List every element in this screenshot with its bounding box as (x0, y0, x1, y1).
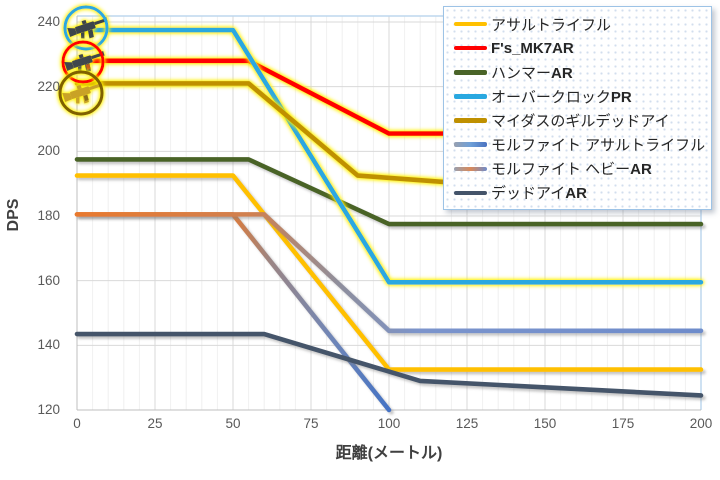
chart-legend[interactable]: アサルトライフル F's_MK7AR ハンマーAR オーバークロックPR マイダスのギル… (443, 6, 712, 210)
x-tick-75: 75 (303, 416, 319, 431)
legend-swatch-4 (454, 118, 487, 123)
x-tick-125: 125 (455, 416, 479, 431)
legend-item-3[interactable]: オーバークロックPR (454, 85, 703, 108)
series-line-7[interactable] (74, 331, 704, 398)
legend-swatch-6 (454, 166, 487, 172)
fs-mk7ar-weapon-icon[interactable] (61, 40, 108, 84)
legend-label-4: マイダスのギルデッドアイ (491, 113, 670, 131)
legend-item-0[interactable]: アサルトライフル (454, 13, 703, 36)
x-tick-50: 50 (225, 416, 241, 431)
y-tick-120: 120 (37, 401, 60, 417)
legend-item-5[interactable]: モルファイト アサルトライフル (454, 133, 706, 156)
legend-item-2[interactable]: ハンマーAR (454, 61, 703, 84)
legend-item-7[interactable]: デッドアイAR (454, 181, 703, 204)
y-tick-240: 240 (37, 14, 60, 29)
legend-swatch-7 (454, 190, 487, 196)
legend-label-6: モルファイト ヘビーAR (491, 161, 652, 179)
series-line-2[interactable] (74, 157, 704, 227)
overclocked-pr-weapon-icon[interactable] (63, 5, 111, 51)
y-axis-title[interactable]: DPS (5, 198, 22, 232)
legend-swatch-0 (454, 21, 487, 27)
midas-gilded-weapon-icon[interactable] (58, 70, 106, 116)
x-axis-title[interactable]: 距離(メートル) (335, 445, 443, 462)
x-tick-175: 175 (611, 416, 635, 431)
series-line-3[interactable] (74, 27, 704, 285)
y-tick-220: 220 (37, 78, 60, 94)
legend-item-1[interactable]: F's_MK7AR (454, 37, 703, 60)
x-tick-200: 200 (689, 416, 713, 431)
y-tick-140: 140 (37, 337, 60, 353)
y-tick-200: 200 (37, 143, 60, 159)
series-line-6[interactable] (74, 212, 704, 334)
legend-label-0: アサルトライフル (491, 16, 612, 34)
y-tick-160: 160 (37, 272, 60, 288)
x-tick-150: 150 (533, 416, 557, 431)
series-lines (74, 27, 704, 413)
legend-swatch-3 (454, 94, 487, 99)
legend-item-4[interactable]: マイダスのギルデッドアイ (454, 109, 703, 132)
legend-label-5: モルファイト アサルトライフル (491, 137, 706, 155)
x-tick-25: 25 (147, 416, 163, 431)
legend-label-3: オーバークロックPR (491, 88, 632, 106)
legend-swatch-5 (454, 142, 487, 147)
legend-swatch-1 (454, 45, 487, 51)
series-line-0[interactable] (74, 173, 704, 372)
legend-label-7: デッドアイAR (491, 185, 587, 203)
weapon-icons (58, 5, 111, 116)
legend-item-6[interactable]: モルファイト ヘビーAR (454, 157, 703, 180)
x-tick-0: 0 (73, 416, 81, 431)
legend-label-1: F's_MK7AR (491, 39, 574, 57)
legend-label-2: ハンマーAR (491, 64, 573, 82)
x-tick-100: 100 (377, 416, 401, 431)
y-tick-180: 180 (37, 207, 60, 223)
legend-swatch-2 (454, 70, 487, 75)
